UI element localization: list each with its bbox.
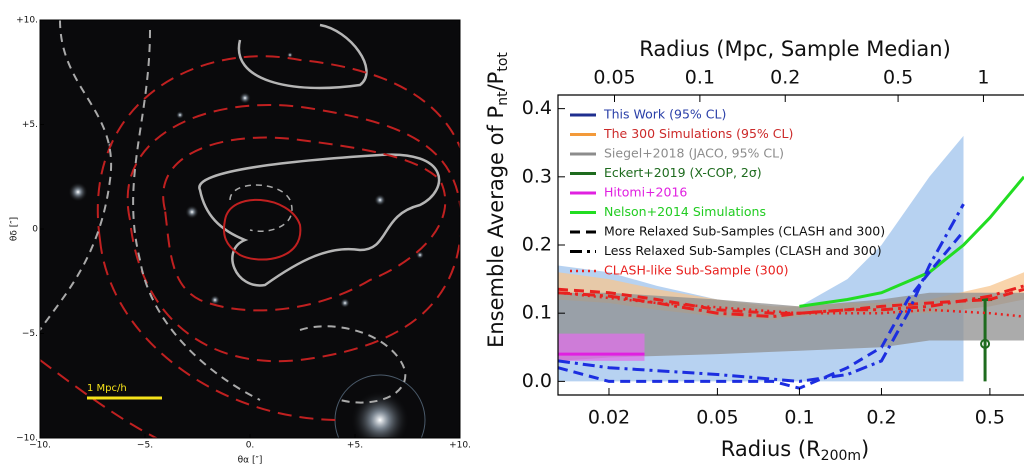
label-subscript: tot: [495, 52, 511, 72]
star: [287, 52, 293, 58]
y-tick-label: −10.: [16, 434, 38, 444]
y-tick-label: −5.: [22, 329, 38, 339]
star: [68, 182, 88, 202]
contour: [229, 184, 293, 232]
image-decoration: [40, 20, 460, 438]
label-part: ): [861, 437, 869, 461]
plot-area: [558, 135, 1024, 390]
x-tick-label: 0.02: [588, 407, 630, 429]
band: [558, 333, 645, 361]
legend-label: Hitomi+2016: [604, 185, 687, 200]
x-tick-label: 0.2: [866, 407, 896, 429]
x-tick-label: 0.5: [975, 407, 1005, 429]
x2-axis-label: Radius (Mpc, Sample Median): [639, 37, 951, 61]
contour: [40, 359, 159, 438]
sky-image: [40, 20, 460, 438]
legend-label: Less Relaxed Sub-Samples (CLASH and 300): [604, 243, 882, 258]
x-axis-label: θα [″]: [238, 456, 263, 466]
legend-label: More Relaxed Sub-Samples (CLASH and 300): [604, 224, 885, 239]
legend-label: The 300 Simulations (95% CL): [603, 126, 793, 141]
band: [558, 292, 1024, 361]
y-tick-label: 0.0: [522, 370, 552, 392]
x-tick-label: +5.: [347, 441, 363, 451]
contour: [97, 55, 460, 421]
y-tick-label: 0: [32, 225, 38, 235]
y-axis-label: θδ [″]: [10, 217, 20, 241]
label-subscript: 200m: [821, 448, 861, 464]
star: [176, 111, 184, 119]
x2-tick-label: 0.2: [770, 67, 800, 89]
y-tick-label: 0.3: [522, 165, 552, 187]
y-tick-label: +10.: [16, 16, 38, 26]
pressure-chart: 0.0 0.1 0.2 0.3 0.4 0.02 0.05 0.1 0.2 0.5 0.05 0.1 0…: [484, 37, 1024, 464]
contour: [162, 136, 447, 312]
x-tick-label: −10.: [29, 441, 51, 451]
line: [558, 291, 1024, 318]
star: [374, 194, 386, 206]
legend-label: This Work (95% CL): [603, 107, 726, 122]
x-tick-label: 0.05: [696, 407, 738, 429]
x2-tick-label: 0.5: [883, 67, 913, 89]
sky-image-panel: 1 Mpc/h −10. −5. 0. +5. +10. −10. −5. 0 +5. +10. θ…: [10, 16, 471, 466]
label-part: /P: [484, 72, 508, 92]
bright-star: [350, 390, 410, 438]
contour: [40, 20, 113, 331]
x-tick-label: −5.: [137, 441, 153, 451]
star: [210, 295, 220, 305]
y-tick-label: 0.1: [522, 302, 552, 324]
x-tick-label: 0.: [246, 441, 255, 451]
legend-label: CLASH-like Sub-Sample (300): [604, 263, 789, 278]
x-tick-label: 0.1: [784, 407, 814, 429]
star: [416, 251, 424, 259]
contour: [126, 103, 460, 363]
legend-label: Eckert+2019 (X-COP, 2σ): [604, 165, 762, 180]
star: [239, 92, 251, 104]
label-part: Ensemble Average of P: [484, 106, 508, 348]
point: [980, 338, 991, 349]
x-axis-label: Radius (R200m): [721, 437, 869, 464]
x-tick-label: +10.: [449, 441, 471, 451]
y-tick-label: 0.4: [522, 97, 552, 119]
x2-tick-label: 0.05: [593, 67, 635, 89]
contour: [132, 29, 261, 401]
legend-label: Siegel+2018 (JACO, 95% CL): [604, 146, 784, 161]
y-tick-label: +5.: [22, 120, 38, 130]
x2-tick-label: 0.1: [685, 67, 715, 89]
contour: [237, 23, 368, 90]
star: [185, 205, 199, 219]
contour: [299, 325, 407, 404]
scale-bar-label: 1 Mpc/h: [87, 383, 127, 394]
label-part: Radius (R: [721, 437, 821, 461]
star: [340, 298, 350, 308]
contour: [198, 153, 441, 287]
x2-tick-label: 1: [977, 67, 989, 89]
legend-label: Nelson+2014 Simulations: [604, 204, 766, 219]
y-axis-label: Ensemble Average of Pnt/Ptot: [484, 52, 511, 348]
label-subscript: nt: [495, 91, 511, 106]
y-tick-label: 0.2: [522, 234, 552, 256]
line: [558, 284, 1024, 319]
contour: [222, 199, 302, 261]
